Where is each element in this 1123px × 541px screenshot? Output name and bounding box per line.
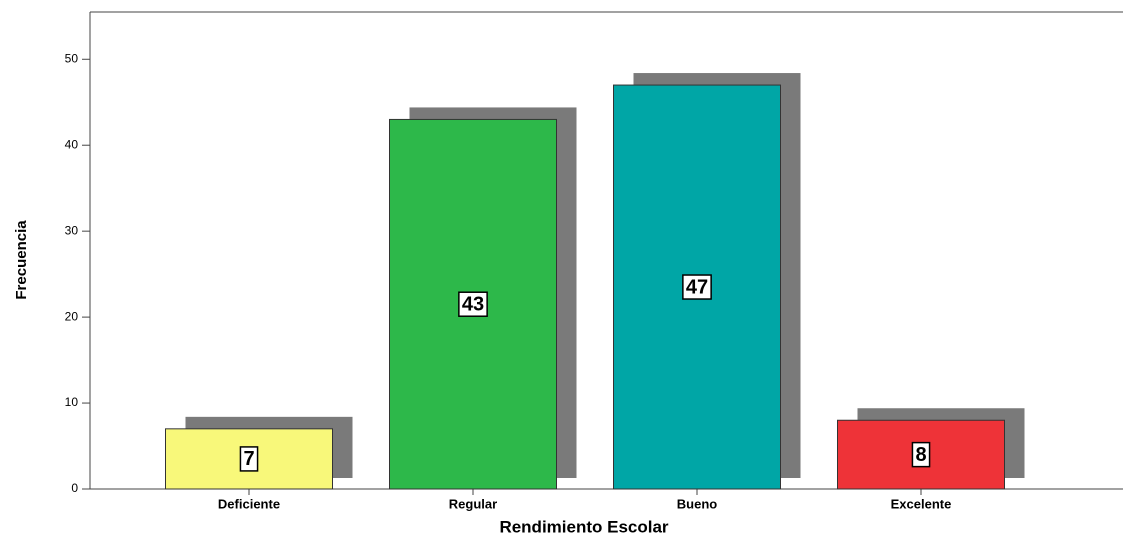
x-tick-label: Deficiente [218, 496, 280, 511]
x-tick-label: Bueno [677, 496, 718, 511]
value-label: 43 [462, 293, 484, 315]
value-label-box [458, 291, 488, 317]
y-tick-label: 30 [65, 223, 79, 237]
y-axis-title: Frecuencia [13, 220, 30, 300]
y-tick-label: 20 [65, 309, 79, 323]
x-axis-title: Rendimiento Escolar [499, 517, 668, 536]
y-tick-label: 50 [65, 51, 79, 65]
value-label: 8 [915, 444, 926, 466]
y-tick-label: 10 [65, 395, 79, 409]
value-label-box [911, 441, 931, 468]
value-label: 7 [243, 448, 254, 470]
value-label: 47 [686, 276, 708, 298]
x-tick-label: Regular [449, 496, 497, 511]
value-label-box [682, 274, 712, 300]
x-tick-label: Excelente [891, 496, 952, 511]
value-label-box [239, 446, 259, 472]
y-tick-label: 40 [65, 137, 79, 151]
y-tick-label: 0 [71, 481, 78, 495]
